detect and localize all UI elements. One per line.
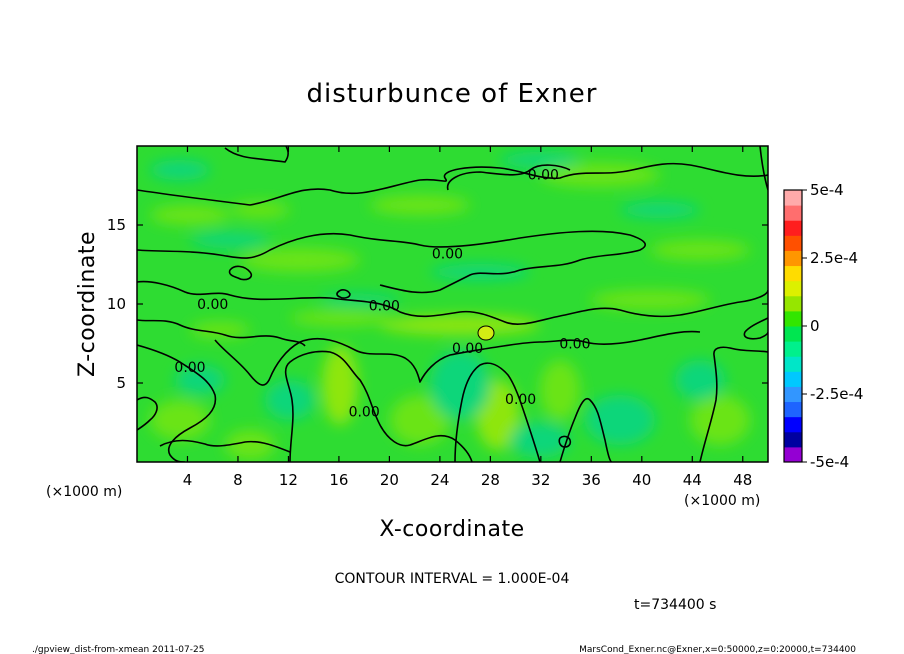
x-tick-label: 48 xyxy=(733,471,752,489)
x-tick-label: 4 xyxy=(183,471,193,489)
y-axis-ticks: 5 10 15 xyxy=(107,216,768,392)
contour-label: 0.00 xyxy=(174,360,205,376)
x-tick-label: 36 xyxy=(582,471,601,489)
colorbar-swatch xyxy=(784,205,802,221)
x-tick-label: 44 xyxy=(683,471,702,489)
colorbar-swatch xyxy=(784,341,802,357)
contour-label: 0.00 xyxy=(528,167,559,183)
colorbar-swatch xyxy=(784,446,802,463)
colorbar-swatch xyxy=(784,295,802,312)
colorbar-swatch xyxy=(784,190,802,206)
chart-title: disturbunce of Exner xyxy=(307,79,598,109)
contour-field xyxy=(137,146,768,462)
colorbar-label: 2.5e-4 xyxy=(810,249,858,267)
colorbar-label: -5e-4 xyxy=(810,453,849,471)
colorbar-label: 5e-4 xyxy=(810,181,844,199)
y-axis-title: Z-coordinate xyxy=(75,231,100,377)
x-tick-label: 28 xyxy=(481,471,500,489)
x-tick-label: 20 xyxy=(380,471,399,489)
x-tick-label: 12 xyxy=(279,471,298,489)
x-tick-label: 32 xyxy=(531,471,550,489)
time-text: t=734400 s xyxy=(634,597,716,613)
colorbar-swatch xyxy=(784,280,802,297)
colorbar-swatch xyxy=(784,220,802,236)
contour-labels: 0.00 0.00 0.00 0.00 0.00 0.00 0.00 0.00 0.00 xyxy=(174,167,590,420)
contour-label: 0.00 xyxy=(349,404,380,420)
colorbar-swatch xyxy=(784,356,802,372)
x-axis-unit: (×1000 m) xyxy=(684,493,760,509)
contour-label: 0.00 xyxy=(432,246,463,262)
y-tick-label: 15 xyxy=(107,216,126,234)
maximum-blob xyxy=(477,325,495,341)
contour-label: 0.00 xyxy=(369,299,400,315)
footer-right: MarsCond_Exner.nc@Exner,x=0:50000,z=0:20… xyxy=(579,645,856,654)
contour-label: 0.00 xyxy=(197,297,228,313)
x-axis-ticks: 4 8 12 16 20 24 28 32 36 40 44 48 xyxy=(183,146,752,489)
y-tick-label: 10 xyxy=(107,295,126,313)
x-tick-label: 40 xyxy=(632,471,651,489)
contour-label: 0.00 xyxy=(559,337,590,353)
colorbar-label: 0 xyxy=(810,317,820,335)
colorbar-swatch xyxy=(784,401,802,418)
x-tick-label: 8 xyxy=(233,471,243,489)
colorbar xyxy=(783,189,803,463)
colorbar-swatch xyxy=(784,310,802,327)
colorbar-swatch xyxy=(784,416,802,433)
x-tick-label: 24 xyxy=(430,471,449,489)
colorbar-swatch xyxy=(784,326,802,342)
contour-interval-text: CONTOUR INTERVAL = 1.000E-04 xyxy=(335,571,570,587)
colorbar-swatch xyxy=(784,386,802,403)
colorbar-swatch xyxy=(784,235,802,251)
colorbar-label: -2.5e-4 xyxy=(810,385,863,403)
colorbar-swatch xyxy=(784,431,802,448)
x-tick-label: 16 xyxy=(329,471,348,489)
zero-contour-lines xyxy=(137,146,768,462)
y-axis-unit: (×1000 m) xyxy=(46,484,122,500)
contour-label: 0.00 xyxy=(505,392,536,408)
colorbar-swatch xyxy=(784,371,802,387)
colorbar-swatch xyxy=(784,250,802,267)
x-axis-title: X-coordinate xyxy=(379,517,524,542)
y-tick-label: 5 xyxy=(116,374,126,392)
colorbar-labels: 5e-4 2.5e-4 0 -2.5e-4 -5e-4 xyxy=(802,181,863,471)
colorbar-swatch xyxy=(784,265,802,282)
footer-left: ./gpview_dist-from-xmean 2011-07-25 xyxy=(32,645,204,654)
contour-label: 0.00 xyxy=(452,341,483,357)
